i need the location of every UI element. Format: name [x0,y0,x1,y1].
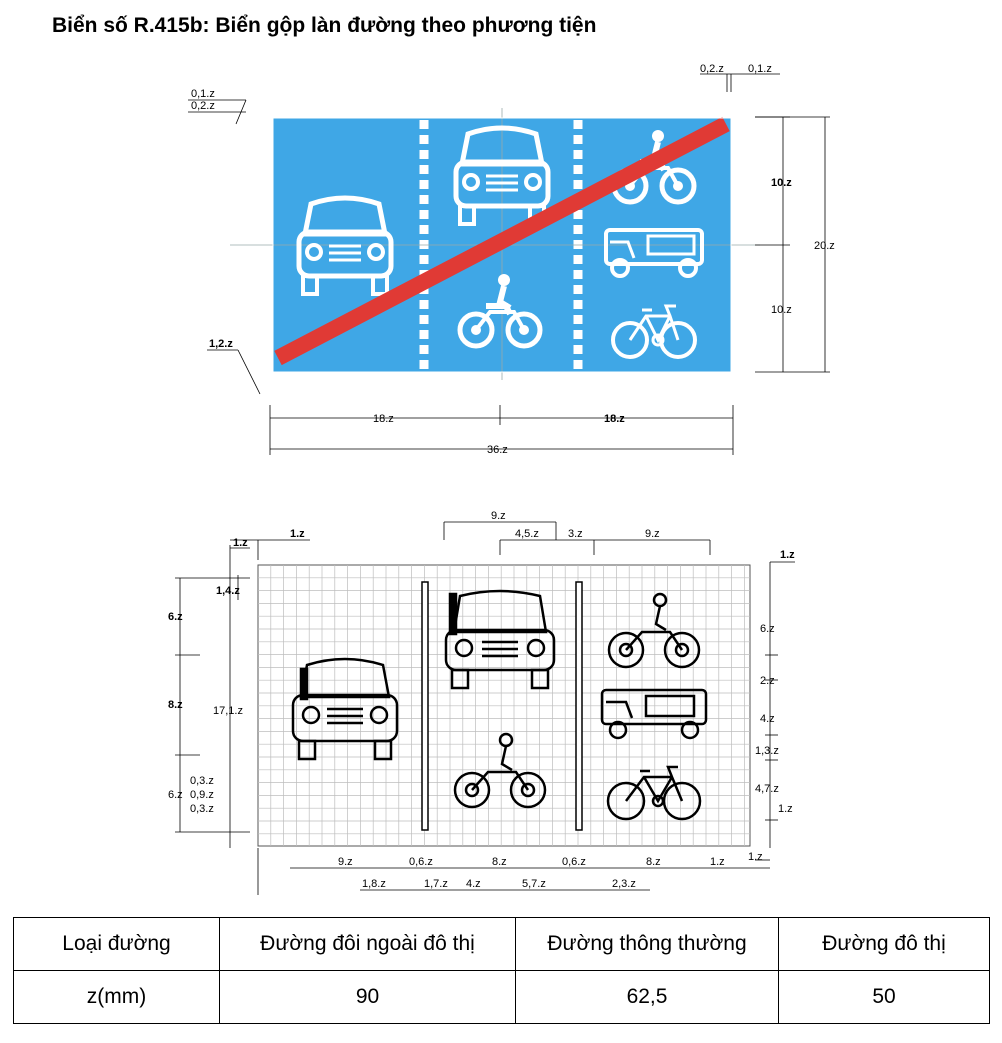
dim-label: 0,9.z [190,789,214,801]
table-cell: z(mm) [13,970,220,1024]
dim-label: 8.z [646,856,661,868]
table-header: Đường đôi ngoài đô thị [219,917,516,971]
dim-label: 4.z [760,713,775,725]
dim-label: 0,2.z [191,100,215,112]
dim-label: 0,6.z [409,856,433,868]
bottom-grid [257,564,751,847]
dim-label: 8.z [168,699,183,711]
dim-label: 4,5.z [515,528,539,540]
table-header: Đường thông thường [515,917,779,971]
dim-label: 4.z [466,878,481,890]
table-row: Loại đường Đường đôi ngoài đô thị Đường … [13,917,990,971]
dim-label: 36.z [487,444,508,456]
dim-label: 1,4.z [216,585,240,597]
dim-label: 0,3.z [190,803,214,815]
dim-label: 20.z [814,240,835,252]
dim-label: 9.z [491,510,506,522]
dim-label: 1.z [780,549,795,561]
dim-label: 8.z [492,856,507,868]
dim-label: 0,1.z [748,63,772,75]
table-cell: 50 [778,970,990,1024]
lane-divider [421,581,429,831]
table-row: z(mm) 90 62,5 50 [13,970,990,1024]
dim-label: 0,2.z [700,63,724,75]
dim-label: 2,3.z [612,878,636,890]
dim-label: 1,8.z [362,878,386,890]
dim-label: 6.z [168,789,183,801]
dim-label: 10.z [771,177,792,189]
dim-label: 2.z [760,675,775,687]
top-sign [230,108,760,380]
dim-label: 4,7.z [755,783,779,795]
table-header: Đường đô thị [778,917,990,971]
dim-label: 9.z [645,528,660,540]
dim-label: 6.z [760,623,775,635]
page-title: Biển số R.415b: Biển gộp làn đường theo … [52,14,597,37]
dimension-table: Loại đường Đường đôi ngoài đô thị Đường … [13,917,990,1024]
dim-label: 1.z [710,856,725,868]
dim-label: 1.z [778,803,793,815]
dim-label: 1.z [290,528,305,540]
dim-label: 18.z [604,413,625,425]
dim-label: 1.z [748,851,763,863]
table-cell: 90 [219,970,516,1024]
dim-label: 17,1.z [213,705,243,717]
dim-label: 0,3.z [190,775,214,787]
dim-label: 0,1.z [191,88,215,100]
dim-label: 10.z [771,304,792,316]
bottom-icons [291,589,708,821]
dim-label: 1,3.z [755,745,779,757]
dim-label: 1.z [233,537,248,549]
dim-label: 1,2.z [209,338,233,350]
dim-label: 5,7.z [522,878,546,890]
dim-label: 3.z [568,528,583,540]
table-header: Loại đường [13,917,220,971]
dim-label: 0,6.z [562,856,586,868]
dim-label: 6.z [168,611,183,623]
dim-label: 9.z [338,856,353,868]
table-cell: 62,5 [515,970,779,1024]
dim-label: 1,7.z [424,878,448,890]
dim-label: 18.z [373,413,394,425]
lane-divider [575,581,583,831]
prohibition-bar [274,116,730,366]
